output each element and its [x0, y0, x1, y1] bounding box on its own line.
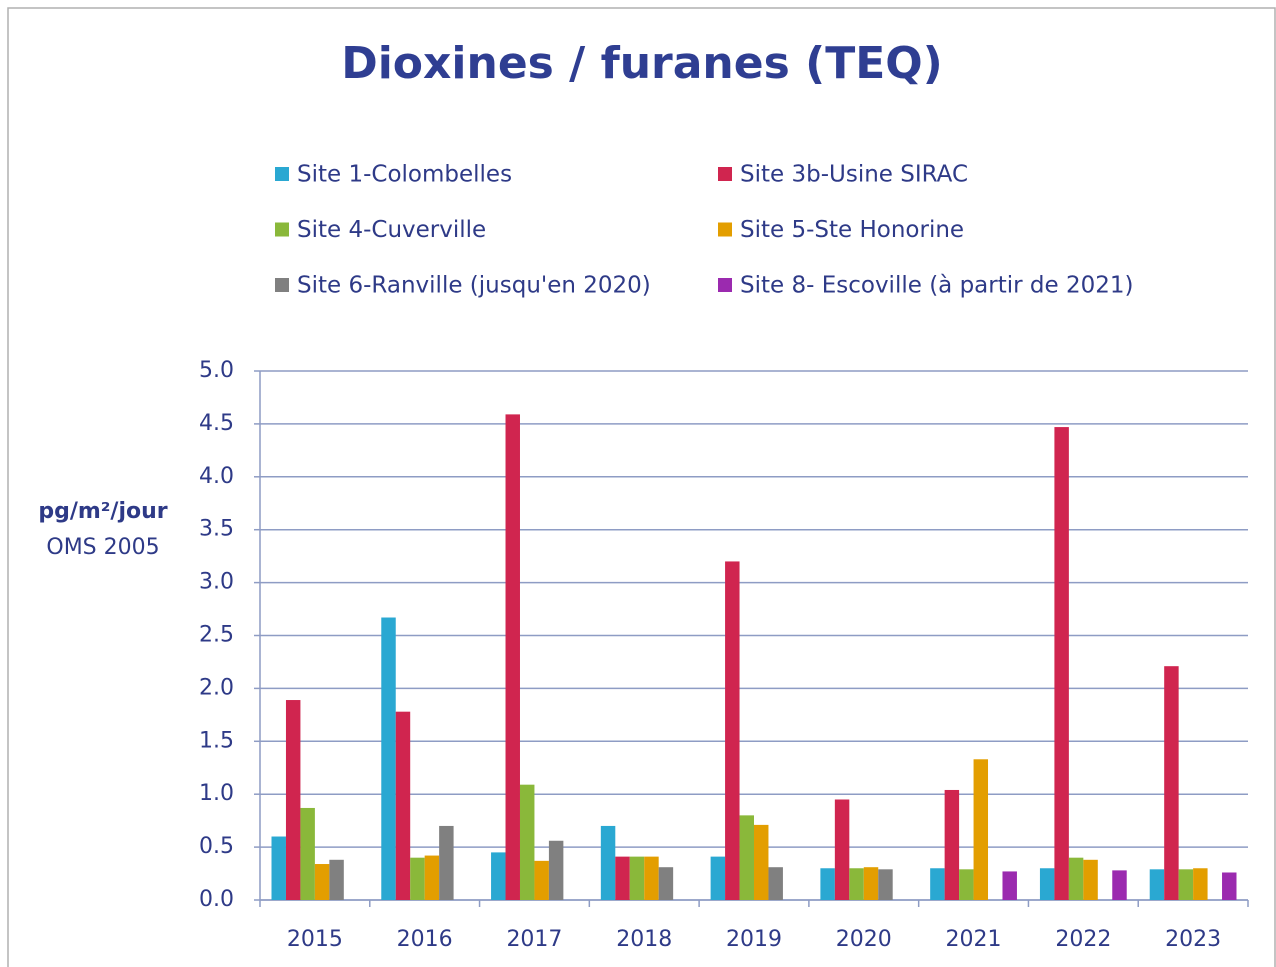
- bar: [424, 855, 440, 900]
- x-tick-label: 2018: [616, 927, 672, 952]
- legend-swatch: [718, 278, 732, 292]
- bar: [959, 869, 974, 900]
- bar: [505, 414, 520, 900]
- bar: [658, 867, 674, 900]
- y-tick-label: 0.5: [199, 834, 234, 859]
- x-tick-label: 2016: [397, 927, 453, 952]
- bar: [863, 867, 879, 900]
- bar: [973, 759, 989, 900]
- bar: [1112, 870, 1127, 900]
- bar: [739, 815, 754, 900]
- y-tick-label: 5.0: [199, 358, 234, 383]
- x-tick-label: 2023: [1165, 927, 1221, 952]
- bar: [878, 869, 893, 900]
- x-tick-label: 2015: [287, 927, 343, 952]
- bar: [548, 840, 564, 900]
- y-tick-label: 0.0: [199, 887, 234, 912]
- bar: [314, 864, 330, 900]
- bar: [1193, 868, 1208, 900]
- bar: [834, 799, 850, 900]
- bar: [820, 868, 835, 900]
- x-tick-label: 2021: [946, 927, 1002, 952]
- bar: [439, 825, 454, 900]
- legend-label: Site 8- Escoville (à partir de 2021): [740, 273, 1133, 299]
- legend-label: Site 6-Ranville (jusqu'en 2020): [297, 273, 651, 299]
- bar: [519, 784, 535, 900]
- y-tick-label: 1.0: [199, 781, 234, 806]
- bar: [1039, 868, 1055, 900]
- chart-title: Dioxines / furanes (TEQ): [341, 38, 943, 89]
- bar: [710, 856, 726, 900]
- bar: [329, 859, 344, 900]
- bar: [1083, 859, 1098, 900]
- y-tick-label: 2.5: [199, 623, 234, 648]
- bar: [395, 711, 411, 900]
- bar: [629, 856, 645, 900]
- bar: [271, 836, 286, 900]
- bar: [285, 700, 301, 900]
- bar: [600, 825, 616, 900]
- bar: [1054, 427, 1069, 900]
- legend-swatch: [275, 167, 289, 181]
- bar: [644, 856, 659, 900]
- legend-label: Site 4-Cuverville: [297, 217, 486, 243]
- bar: [534, 860, 549, 900]
- legend-label: Site 5-Ste Honorine: [740, 217, 964, 243]
- legend-swatch: [275, 278, 289, 292]
- x-tick-label: 2019: [726, 927, 782, 952]
- legend-swatch: [718, 222, 732, 237]
- bar: [930, 868, 945, 900]
- bar: [768, 867, 783, 900]
- bar: [1178, 869, 1194, 900]
- x-tick-label: 2020: [836, 927, 892, 952]
- bar: [849, 868, 864, 900]
- legend-label: Site 1-Colombelles: [297, 162, 512, 188]
- bar: [1068, 857, 1084, 900]
- bar: [300, 807, 315, 900]
- legend-swatch: [275, 222, 289, 237]
- bar: [1222, 872, 1237, 900]
- bar: [381, 617, 396, 900]
- bar: [1002, 871, 1017, 900]
- y-tick-label: 3.0: [199, 570, 234, 595]
- legend-label: Site 3b-Usine SIRAC: [740, 162, 968, 188]
- x-tick-label: 2017: [506, 927, 562, 952]
- y-axis-sublabel: OMS 2005: [46, 535, 159, 560]
- bar: [1164, 666, 1179, 900]
- bar: [491, 852, 506, 900]
- x-tick-label: 2022: [1055, 927, 1111, 952]
- y-axis-label: pg/m²/jour: [38, 499, 167, 524]
- y-tick-label: 3.5: [199, 517, 234, 542]
- bar: [410, 857, 425, 900]
- y-tick-label: 2.0: [199, 675, 234, 700]
- legend-swatch: [718, 167, 732, 181]
- bar: [1149, 869, 1165, 900]
- y-tick-label: 1.5: [199, 728, 234, 753]
- bar: [754, 824, 769, 900]
- bar: [725, 561, 740, 900]
- y-tick-label: 4.0: [199, 464, 234, 489]
- y-tick-label: 4.5: [199, 411, 234, 436]
- bar: [615, 856, 630, 900]
- bar: [944, 789, 960, 900]
